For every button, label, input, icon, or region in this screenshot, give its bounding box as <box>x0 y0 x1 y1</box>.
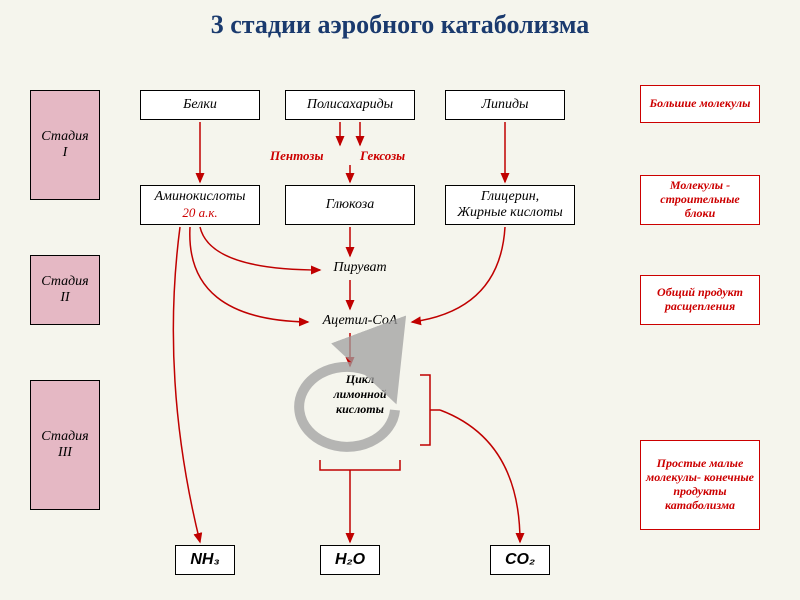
box-proteins: Белки <box>140 90 260 120</box>
aa-label-top: Аминокислоты <box>154 189 245 205</box>
product-co2: CO₂ <box>490 545 550 575</box>
label-pentoses: Пентозы <box>270 148 323 164</box>
box-aminoacids: Аминокислоты 20 а.к. <box>140 185 260 225</box>
aa-label-bottom: 20 а.к. <box>182 206 217 221</box>
label-citric-cycle: Цикл лимонной кислоты <box>315 372 405 417</box>
legend-final-products: Простые малые молекулы- конечные продукт… <box>640 440 760 530</box>
box-polysaccharides: Полисахариды <box>285 90 415 120</box>
box-lipids: Липиды <box>445 90 565 120</box>
stage-3: Стадия III <box>30 380 100 510</box>
box-glycerol-fa: Глицерин, Жирные кислоты <box>445 185 575 225</box>
product-nh3: NH₃ <box>175 545 235 575</box>
stage-2: Стадия II <box>30 255 100 325</box>
label-acetyl-coa: Ацетил-СоА <box>310 313 410 329</box>
box-glucose: Глюкоза <box>285 185 415 225</box>
label-hexoses: Гексозы <box>360 148 405 164</box>
legend-big-molecules: Большие молекулы <box>640 85 760 123</box>
legend-common-product: Общий продукт расщепления <box>640 275 760 325</box>
legend-building-blocks: Молекулы - строительные блоки <box>640 175 760 225</box>
stage-1: Стадия I <box>30 90 100 200</box>
page-title: 3 стадии аэробного катаболизма <box>0 10 800 40</box>
label-pyruvate: Пируват <box>320 260 400 276</box>
product-h2o: H₂O <box>320 545 380 575</box>
